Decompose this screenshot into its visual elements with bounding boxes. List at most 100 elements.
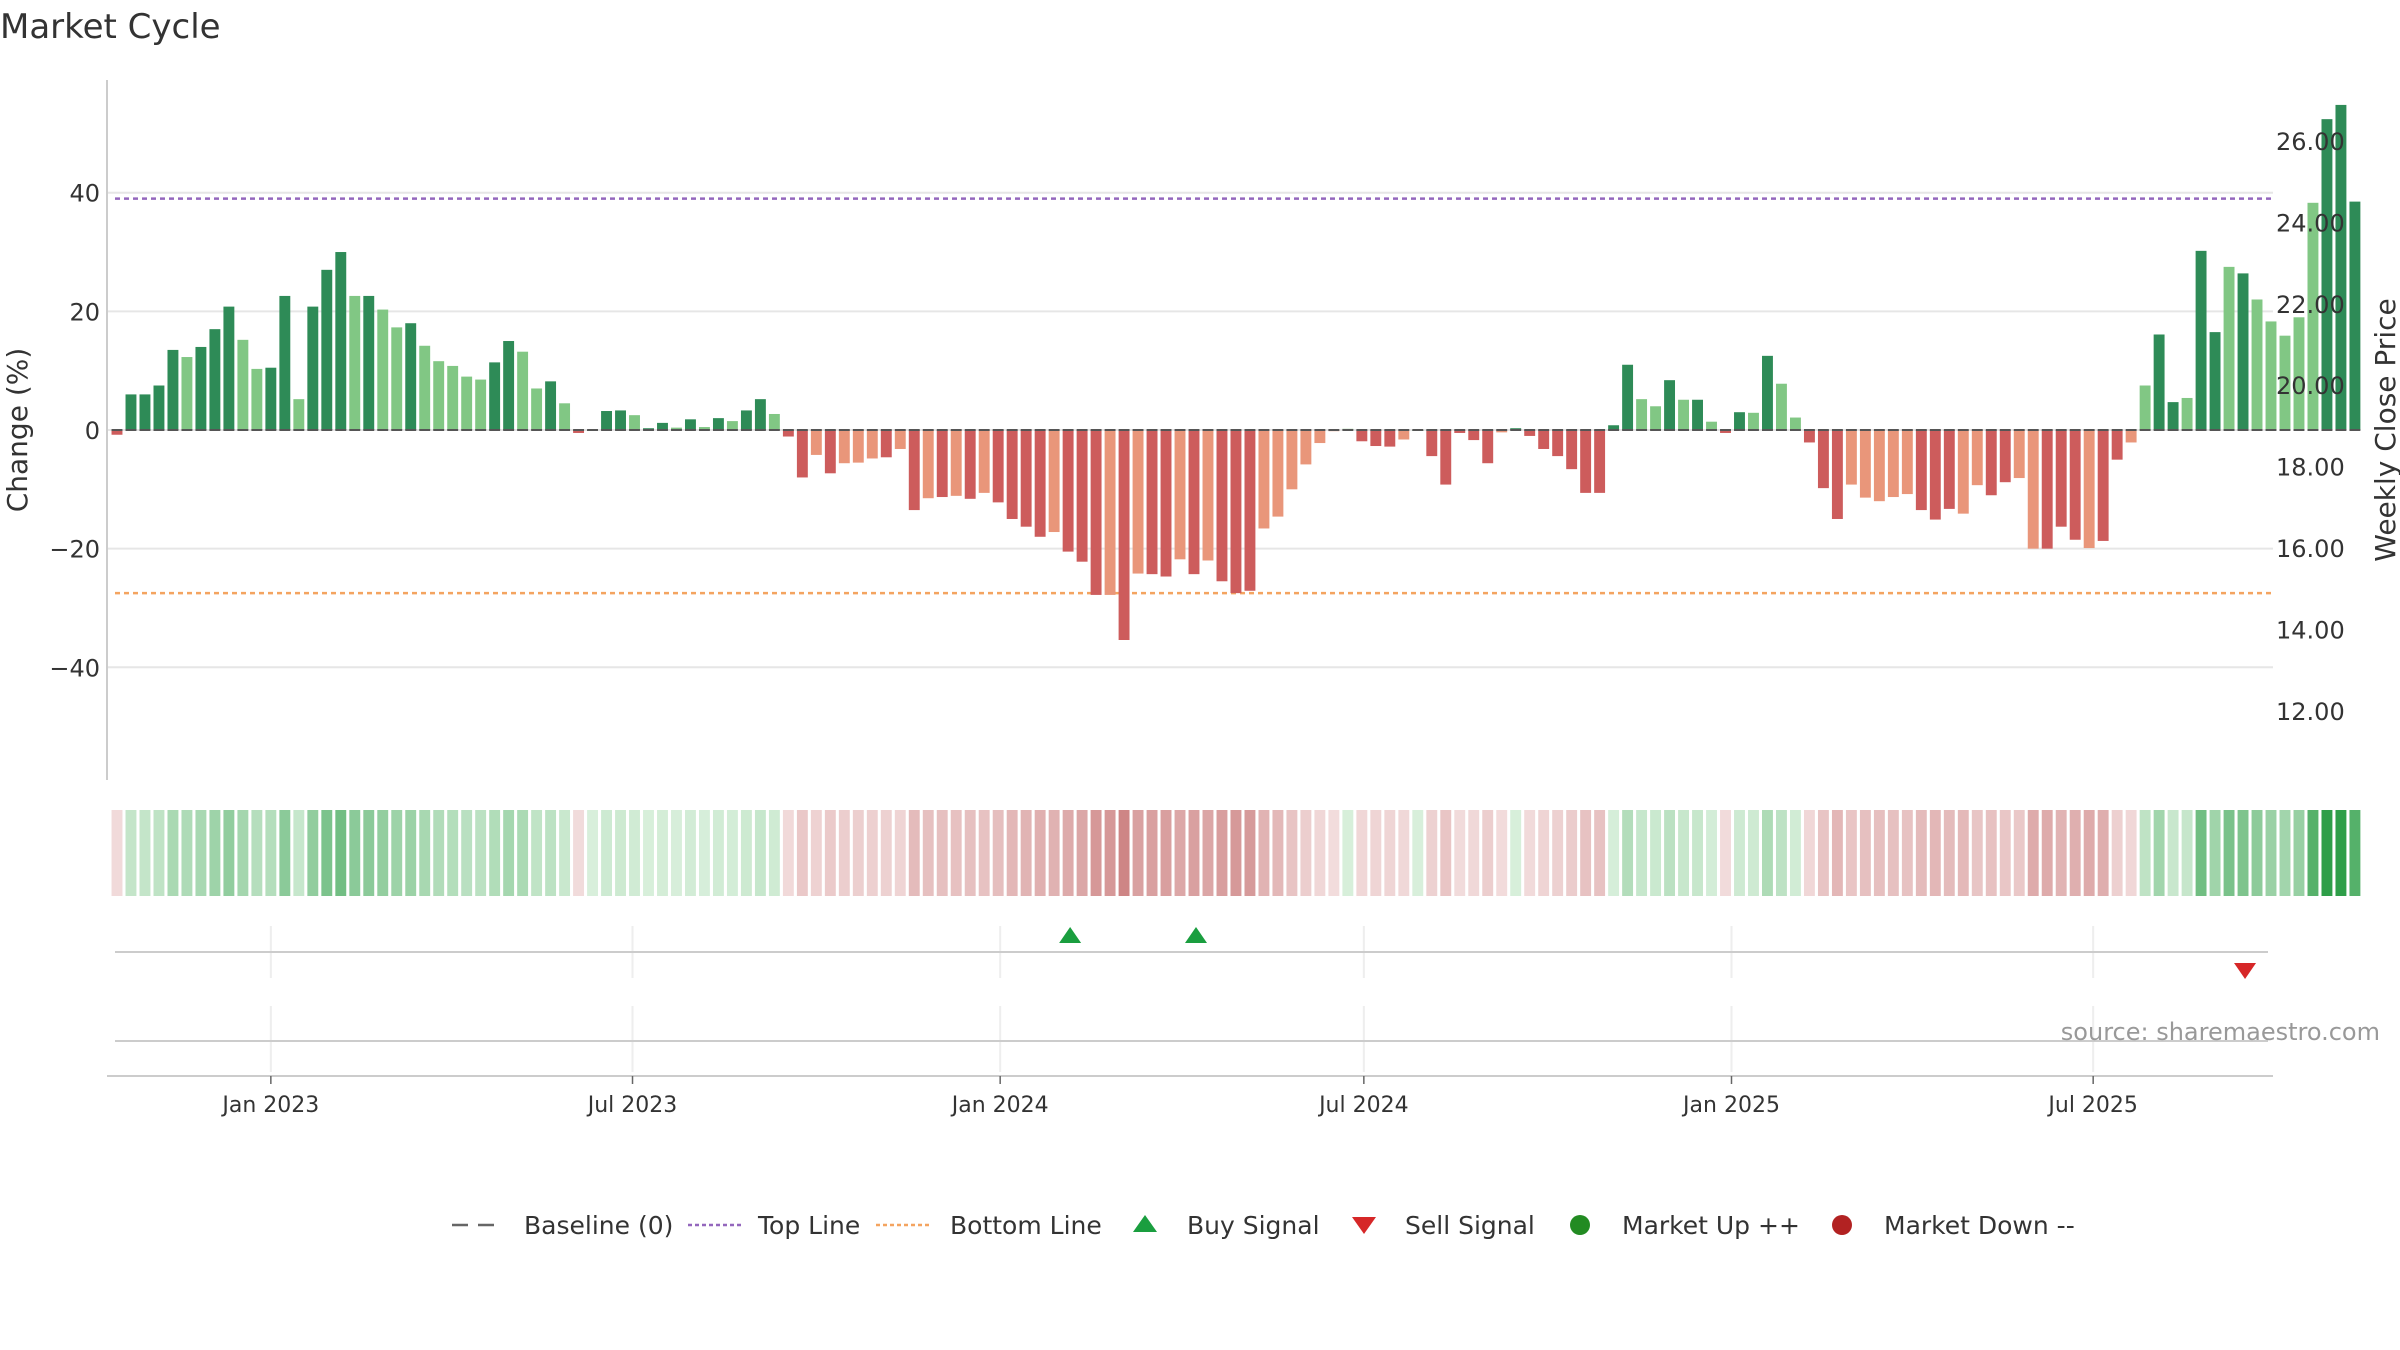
heat-cell <box>1076 810 1088 896</box>
heat-cell <box>321 810 333 896</box>
heat-cell <box>1929 810 1941 896</box>
bar <box>2293 317 2305 430</box>
bar <box>1678 399 1689 430</box>
bar <box>1859 430 1871 498</box>
legend-label: Baseline (0) <box>524 1211 673 1240</box>
bar <box>1440 430 1452 485</box>
bar <box>447 365 459 430</box>
heat-cell <box>1202 810 1214 896</box>
heat-cell <box>2167 810 2179 896</box>
bar <box>1090 430 1102 595</box>
bar <box>1118 430 1130 640</box>
bar <box>195 346 207 430</box>
legend-label: Bottom Line <box>950 1211 1102 1240</box>
legend-label: Buy Signal <box>1187 1211 1320 1240</box>
heat-cell <box>349 810 361 896</box>
x-tick-label: Jan 2024 <box>950 1093 1049 1118</box>
heat-cell <box>1244 810 1256 896</box>
legend-item-buy: Buy Signal <box>1133 1211 1320 1240</box>
legend-swatch-sell-signal <box>1352 1217 1376 1234</box>
heat-cell <box>1636 810 1648 896</box>
bar <box>852 430 864 463</box>
buy-signal-marker <box>1059 927 1082 943</box>
heat-cell <box>1160 810 1172 896</box>
heat-cell <box>657 810 668 896</box>
y-tick-label: 0 <box>85 417 100 445</box>
bar <box>978 430 990 493</box>
bar <box>2013 430 2025 479</box>
bar <box>1146 430 1158 575</box>
heat-cell <box>992 810 1004 896</box>
heat-cell <box>1482 810 1494 896</box>
bars <box>111 104 2361 640</box>
bar <box>1608 425 1620 430</box>
bar <box>1216 430 1228 582</box>
bar <box>461 376 473 430</box>
legend-item-baseline: Baseline (0) <box>452 1211 673 1240</box>
bar <box>1468 430 1480 441</box>
heat-cell <box>1356 810 1368 896</box>
bar <box>2349 201 2361 430</box>
y-axis-label: Change (%) <box>1 348 34 513</box>
bar <box>768 413 780 430</box>
heat-cell <box>1314 810 1326 896</box>
heat-cell <box>1300 810 1312 896</box>
bar <box>908 430 920 511</box>
heat-cell <box>894 810 906 896</box>
heat-cell <box>1132 810 1144 896</box>
heat-cell <box>1272 810 1284 896</box>
heat-cell <box>1174 810 1186 896</box>
heat-cell <box>251 810 263 896</box>
heat-cell <box>1118 810 1130 896</box>
heat-cell <box>922 810 934 896</box>
bar <box>2335 104 2347 430</box>
heat-cell <box>2097 810 2109 896</box>
bar <box>754 399 766 430</box>
heat-cell <box>2139 810 2151 896</box>
heat-cell <box>2293 810 2305 896</box>
heat-cell <box>1006 810 1018 896</box>
heat-cell <box>335 810 347 896</box>
heat-cell <box>237 810 249 896</box>
heat-cell <box>2251 810 2263 896</box>
bar <box>377 309 389 430</box>
heat-cell <box>2181 810 2193 896</box>
heat-cell <box>2349 810 2361 896</box>
heat-cell <box>1258 810 1270 896</box>
heat-cell <box>964 810 976 896</box>
legend-label: Market Down -- <box>1884 1211 2075 1240</box>
bar <box>1706 421 1717 430</box>
bar <box>2041 430 2053 549</box>
heat-cell <box>279 810 291 896</box>
legend-swatch-buy-signal <box>1133 1215 1157 1232</box>
heat-cell <box>1468 810 1480 896</box>
heat-cell <box>726 810 738 896</box>
bar <box>1538 430 1550 449</box>
heat-cell <box>2265 810 2277 896</box>
heat-cell <box>167 810 179 896</box>
heat-cell <box>195 810 207 896</box>
y2-tick-label: 26.00 <box>2276 128 2345 156</box>
source-text: source: sharemaestro.com <box>2061 1018 2380 1046</box>
heat-cell <box>265 810 277 896</box>
bar <box>2307 202 2319 430</box>
heat-cell <box>1496 810 1508 896</box>
bar <box>209 329 221 430</box>
heat-cell <box>1943 810 1955 896</box>
x-tick-label: Jul 2025 <box>2046 1093 2138 1118</box>
bar <box>1174 430 1186 560</box>
bar <box>1985 430 1997 496</box>
heat-cell <box>153 810 165 896</box>
heat-cell <box>1803 810 1815 896</box>
heat-cell <box>2209 810 2221 896</box>
heat-cell <box>1817 810 1829 896</box>
heat-cell <box>601 810 612 896</box>
bar <box>922 430 934 499</box>
heat-cell <box>1971 810 1983 896</box>
heat-cell <box>2013 810 2025 896</box>
heat-cell <box>1692 810 1703 896</box>
legend-item-market-up: Market Up ++ <box>1570 1211 1800 1240</box>
heat-cell <box>391 810 403 896</box>
bar <box>629 415 640 430</box>
bar <box>475 379 487 430</box>
